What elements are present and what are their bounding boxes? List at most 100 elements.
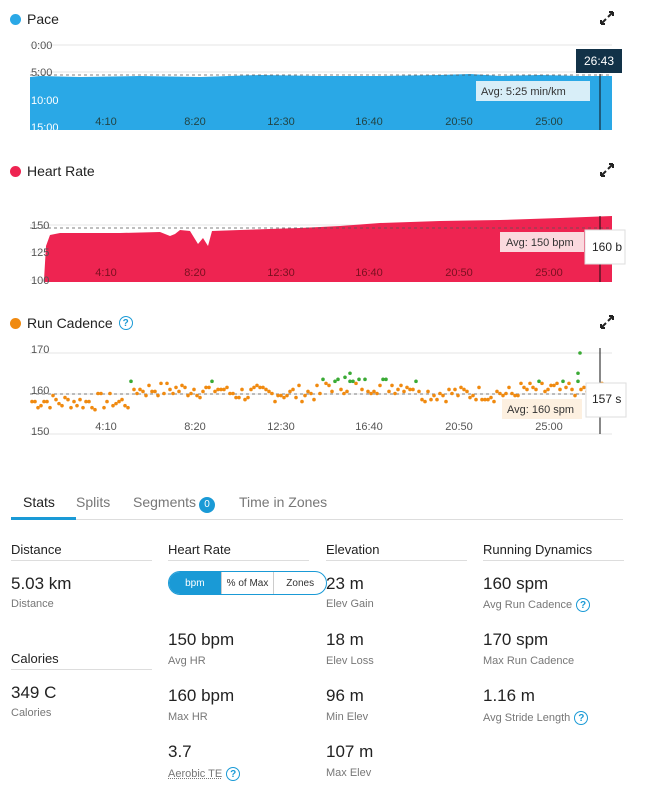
cadence-point (375, 391, 379, 396)
expand-icon[interactable] (600, 11, 614, 25)
cadence-point (570, 387, 574, 392)
cadence-point (54, 397, 58, 402)
tab-segments[interactable]: Segments 0 (133, 494, 216, 513)
cadence-point (273, 399, 277, 404)
cadence-chart[interactable]: 170 160 150 4:10 8:20 12:30 16:40 20:50 … (0, 338, 647, 438)
toggle-percent-max[interactable]: % of Max (222, 572, 275, 594)
cadence-point (492, 399, 496, 404)
cadence-point (33, 399, 37, 404)
cadence-point (486, 397, 490, 402)
hr-ytick: 125 (31, 247, 49, 259)
cadence-point (81, 405, 85, 410)
cadence-xtick: 12:30 (267, 421, 295, 433)
cadence-ytick: 170 (31, 344, 49, 356)
cadence-point (261, 385, 265, 390)
tab-stats[interactable]: Stats (23, 494, 55, 510)
cadence-point (543, 389, 547, 394)
cadence-point (456, 393, 460, 398)
cadence-point (330, 389, 334, 394)
avg-cadence-label: Avg Run Cadence? (483, 598, 591, 612)
cadence-point (579, 387, 583, 392)
calories-header: Calories (11, 651, 152, 670)
toggle-zones[interactable]: Zones (286, 577, 315, 589)
cadence-point (432, 393, 436, 398)
cadence-point (165, 381, 169, 386)
cadence-point (222, 387, 226, 392)
cadence-point (567, 381, 571, 386)
cadence-point (357, 377, 361, 382)
cadence-point (138, 387, 142, 392)
pace-xtick: 4:10 (95, 116, 116, 128)
cadence-point (147, 383, 151, 388)
active-tab-indicator (11, 517, 76, 520)
cadence-point (219, 387, 223, 392)
cadence-point (156, 393, 160, 398)
cadence-point (513, 393, 517, 398)
expand-icon[interactable] (600, 315, 614, 329)
expand-icon[interactable] (600, 163, 614, 177)
cadence-xtick: 20:50 (445, 421, 473, 433)
cadence-point (216, 387, 220, 392)
cadence-point (516, 393, 520, 398)
help-icon[interactable]: ? (226, 767, 241, 781)
help-icon[interactable]: ? (118, 316, 133, 330)
cadence-point (249, 387, 253, 392)
hr-ytick: 150 (31, 220, 49, 232)
cadence-point (180, 383, 184, 388)
tab-time-in-zones[interactable]: Time in Zones (239, 494, 327, 510)
cadence-point (474, 397, 478, 402)
help-icon[interactable]: ? (574, 711, 589, 725)
max-cadence-value: 170 spm (483, 630, 549, 649)
cadence-point (99, 391, 103, 396)
distance-value: 5.03 km (11, 574, 72, 593)
cadence-point (207, 385, 211, 390)
cadence-point (87, 399, 91, 404)
cursor-time: 26:43 (584, 54, 614, 68)
cadence-point (90, 405, 94, 410)
cadence-point (303, 393, 307, 398)
hr-avg-label: Avg: 150 bpm (506, 237, 574, 249)
cadence-point (129, 379, 133, 384)
cadence-point (468, 395, 472, 400)
cadence-point (465, 389, 469, 394)
cadence-point (78, 397, 82, 402)
pace-chart-title: Pace (10, 11, 59, 27)
hr-chart[interactable]: 150 125 100 4:10 8:20 12:30 16:40 20:50 … (0, 186, 647, 286)
cadence-point (60, 403, 64, 408)
pace-ytick: 0:00 (31, 40, 52, 52)
cadence-point (282, 395, 286, 400)
running-dynamics-header: Running Dynamics (483, 542, 624, 561)
cadence-point (327, 383, 331, 388)
hr-xtick: 8:20 (184, 267, 205, 279)
cadence-point (339, 387, 343, 392)
cadence-point (360, 387, 364, 392)
cadence-point (537, 379, 541, 384)
cadence-point (267, 389, 271, 394)
hr-cursor-box (584, 229, 626, 265)
max-elev-label: Max Elev (326, 767, 372, 779)
cadence-point (573, 393, 577, 398)
cadence-point (96, 391, 100, 396)
cadence-point (195, 393, 199, 398)
cadence-legend-dot (10, 317, 21, 329)
cadence-point (72, 399, 76, 404)
elev-loss-value: 18 m (326, 630, 364, 649)
cadence-point (105, 399, 109, 404)
min-elev-value: 96 m (326, 686, 364, 705)
tab-label: Segments (133, 494, 197, 510)
distance-header: Distance (11, 542, 152, 561)
cadence-point (459, 385, 463, 390)
tab-splits[interactable]: Splits (76, 494, 110, 510)
cadence-point (429, 397, 433, 402)
hr-chart-title: Heart Rate (10, 163, 95, 179)
hr-area (44, 216, 612, 282)
cadence-point (117, 399, 121, 404)
help-icon[interactable]: ? (576, 598, 591, 612)
cadence-point (291, 387, 295, 392)
cadence-point (405, 385, 409, 390)
toggle-bpm[interactable]: bpm (169, 572, 222, 594)
cadence-point (528, 381, 532, 386)
pace-chart[interactable]: 0:00 5:00 10:00 15:00 4:10 8:20 12:30 16… (0, 34, 647, 136)
cadence-point (399, 383, 403, 388)
cadence-point (288, 389, 292, 394)
